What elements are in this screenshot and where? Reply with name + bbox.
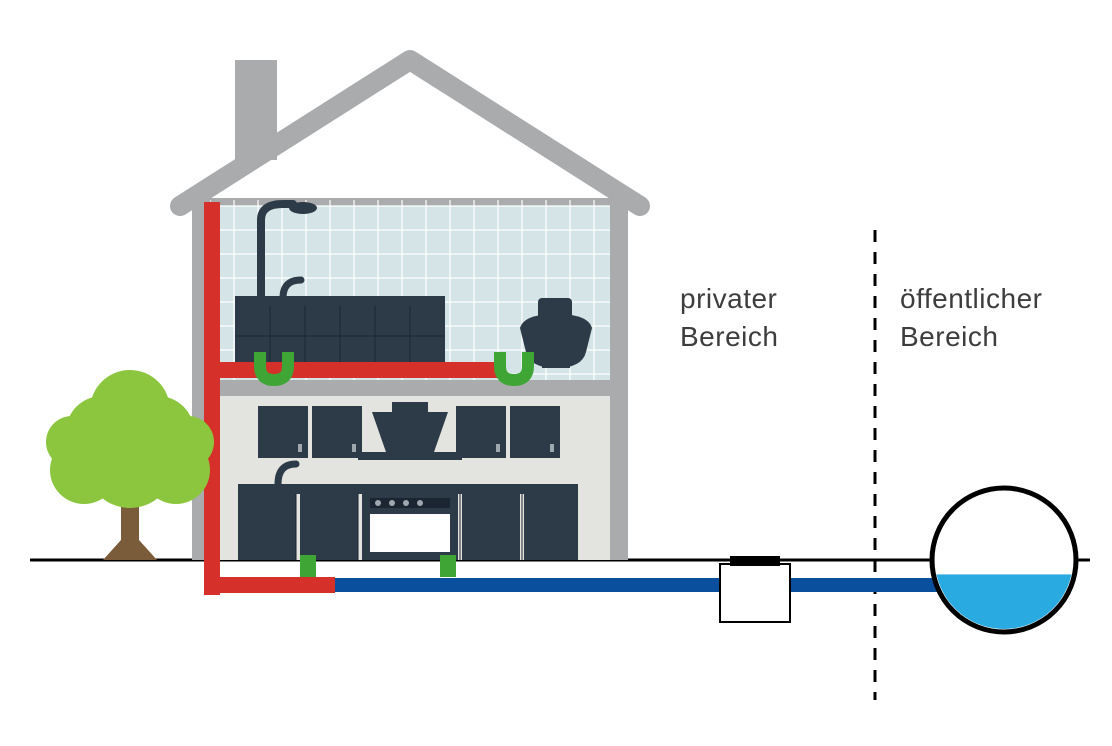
diagram-svg — [0, 0, 1112, 746]
label-private-line1: privater — [680, 280, 778, 318]
label-private-line2: Bereich — [680, 318, 778, 356]
diagram-stage: privater Bereich öffentlicher Bereich — [0, 0, 1112, 746]
label-public-line1: öffentlicher — [900, 280, 1042, 318]
label-public: öffentlicher Bereich — [900, 280, 1042, 356]
label-public-line2: Bereich — [900, 318, 1042, 356]
label-private: privater Bereich — [680, 280, 778, 356]
